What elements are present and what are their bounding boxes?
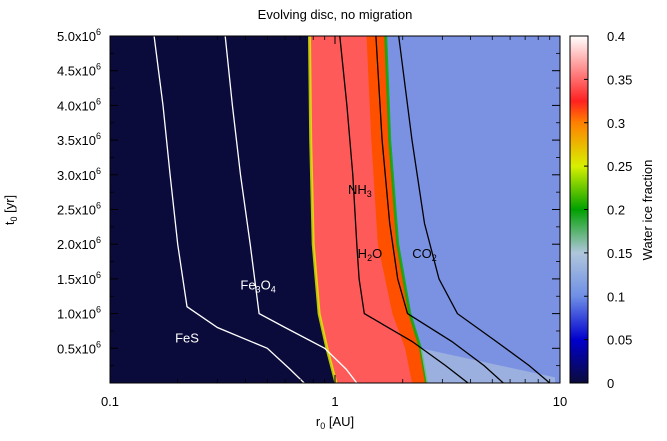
chart-title: Evolving disc, no migration — [258, 7, 413, 22]
colorbar-tick-label: 0.2 — [607, 203, 625, 218]
colorbar-tick-label: 0.3 — [607, 116, 625, 131]
front-label: NH3​ — [348, 182, 372, 199]
y-tick-label: 1.5x106 — [57, 270, 101, 287]
front-line-h2o — [339, 36, 469, 383]
x-axis-label: r0​ [AU] — [316, 414, 354, 431]
y-tick-label: 5.0x106 — [57, 27, 101, 44]
colorbar-tick-label: 0.35 — [607, 72, 632, 87]
colorbar-tick-label: 0.4 — [607, 29, 625, 44]
region-transition-glow — [420, 348, 555, 383]
colorbar-ticks: 0 0.05 0.1 0.15 0.2 0.25 0.3 0.35 0.4 — [584, 29, 632, 391]
plot-area — [110, 36, 560, 383]
colorbar-tick-label: 0.05 — [607, 333, 632, 348]
x-tick-label: 10 — [553, 394, 567, 409]
y-tick-label: 3.0x106 — [57, 166, 101, 183]
front-line-nh3 — [375, 36, 504, 383]
front-label: H2​O — [358, 246, 383, 263]
y-tick-label: 2.0x106 — [57, 235, 101, 252]
y-axis-ticks: 0.5x106 1.0x106 1.5x106 2.0x106 2.5x106 3.0x1… — [57, 27, 560, 367]
region-water-ice — [309, 36, 412, 383]
y-axis-label: t0​ [yr] — [2, 195, 19, 225]
colorbar-tick-label: 0.25 — [607, 159, 632, 174]
region-outer-disc — [385, 36, 560, 383]
x-tick-label: 1 — [331, 394, 338, 409]
y-tick-label: 3.5x106 — [57, 131, 101, 148]
y-tick-label: 2.5x106 — [57, 201, 101, 218]
x-axis-ticks: 0.1 1 10 — [101, 36, 567, 409]
colorbar-tick-label: 0.15 — [607, 246, 632, 261]
front-line-co2 — [398, 36, 551, 383]
colorbar-label: Water ice fraction — [640, 160, 655, 261]
condensation-fronts — [153, 36, 551, 383]
front-line-fe3o4 — [224, 36, 358, 383]
x-tick-label: 0.1 — [101, 394, 119, 409]
transition-edge-inner — [308, 36, 338, 383]
colorbar-tick-label: 0 — [607, 376, 614, 391]
heatmap-regions — [110, 36, 560, 383]
y-tick-label: 4.0x106 — [57, 96, 101, 113]
front-line-fes — [153, 36, 305, 383]
colorbar-tick-label: 0.1 — [607, 289, 625, 304]
y-tick-label: 4.5x106 — [57, 62, 101, 79]
y-tick-label: 0.5x106 — [57, 339, 101, 356]
y-tick-label: 1.0x106 — [57, 305, 101, 322]
front-label: FeS — [175, 331, 199, 346]
front-label: Fe3​O4​ — [240, 277, 275, 294]
front-label: CO2​ — [412, 246, 437, 263]
front-labels: FeS Fe3​O4​ H2​O NH3​ CO2​ — [175, 182, 437, 346]
